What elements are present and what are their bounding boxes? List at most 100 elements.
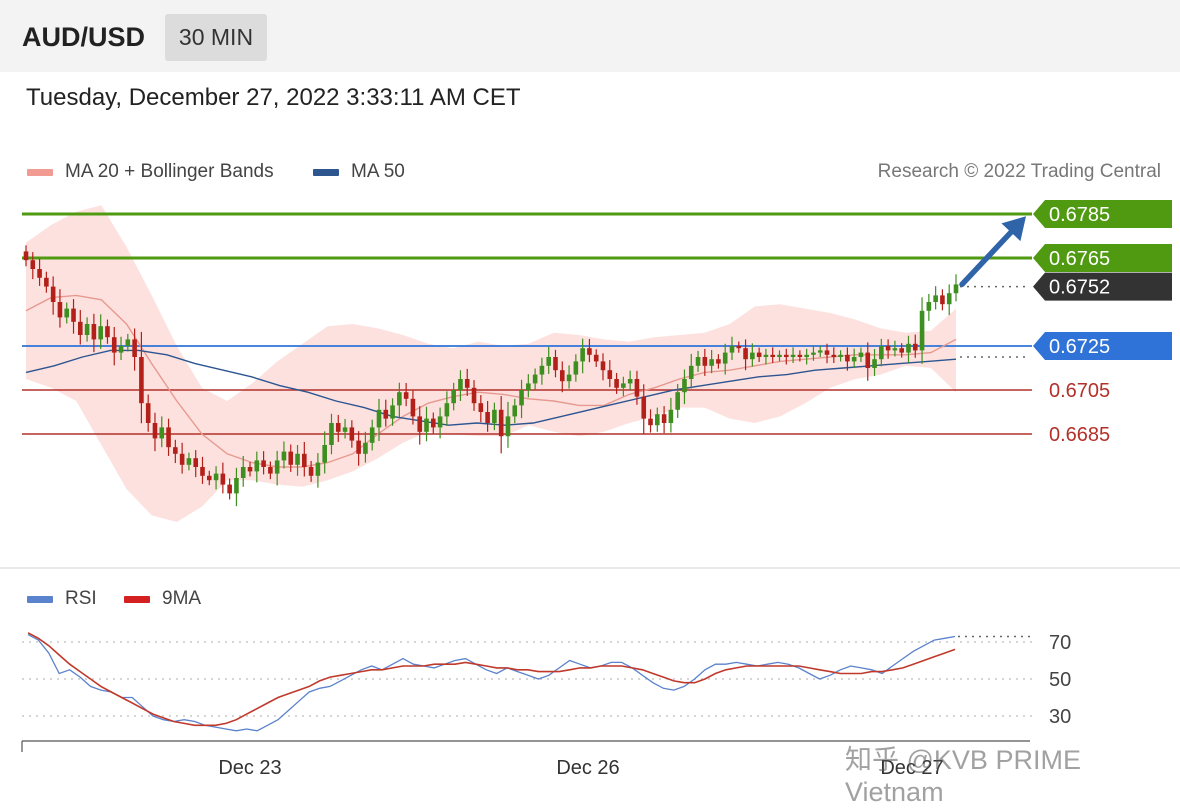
candle-body: [234, 478, 239, 494]
candle-body: [492, 409, 497, 423]
candle-body: [410, 398, 416, 417]
ma20-swatch: [27, 168, 53, 176]
candle-body: [946, 293, 952, 305]
candle-body: [526, 383, 531, 390]
candle-body: [152, 423, 158, 439]
candle-body: [105, 326, 110, 338]
candle-body: [308, 467, 314, 476]
candle-body: [729, 346, 735, 353]
candle-body: [369, 427, 375, 443]
candle-body: [173, 447, 178, 454]
level-tag-0.6785: [1033, 200, 1172, 228]
candle-body: [403, 392, 409, 399]
candle-body: [30, 260, 36, 269]
rsi-ma-swatch: [124, 595, 150, 603]
forecast-arrow-head: [1001, 216, 1026, 242]
level-label-0.6705: 0.6705: [1049, 380, 1110, 402]
x-axis-label-1: Dec 26: [556, 757, 619, 779]
level-label-0.6785: 0.6785: [1049, 204, 1110, 226]
candle-body: [200, 467, 205, 476]
candle-body: [390, 405, 395, 419]
candle-body: [179, 453, 185, 465]
candle-body: [71, 308, 76, 322]
level-label-0.6752: 0.6752: [1049, 277, 1110, 299]
candle-body: [471, 387, 477, 404]
candle-body: [906, 343, 911, 353]
candle-body: [688, 365, 694, 379]
candle-body: [675, 392, 680, 410]
candle-body: [546, 357, 552, 366]
x-axis-label-2: Dec 27: [880, 757, 943, 779]
candle-body: [811, 352, 816, 355]
candle-body: [274, 460, 280, 474]
candle-body: [349, 427, 355, 441]
candle-body: [145, 403, 151, 423]
candle-body: [573, 361, 579, 375]
candle-body: [288, 451, 294, 465]
rsi-line: [27, 634, 956, 732]
candle-body: [648, 418, 653, 426]
legend-rsi: RSI: [27, 588, 97, 610]
candle-body: [851, 357, 857, 362]
candle-body: [933, 295, 938, 302]
candle-body: [125, 339, 131, 346]
candle-body: [383, 409, 389, 419]
candle-body: [607, 370, 613, 379]
candle-body: [295, 453, 300, 465]
candle-body: [498, 409, 504, 437]
candle-body: [512, 405, 518, 417]
candle-body: [254, 460, 260, 472]
candle-body: [451, 390, 456, 404]
candle-body: [940, 295, 945, 305]
candle-body: [322, 445, 327, 463]
candle-body: [193, 458, 199, 467]
candle-body: [621, 383, 626, 388]
candle-body: [91, 324, 97, 340]
level-label-0.6725: 0.6725: [1049, 336, 1110, 358]
ma20-line: [25, 294, 957, 468]
candle-body: [926, 302, 932, 311]
candle-body: [363, 442, 368, 454]
candle-body: [838, 354, 843, 357]
candle-body: [166, 427, 171, 448]
candle-body: [600, 361, 606, 371]
candle-body: [84, 324, 90, 335]
candle-body: [342, 427, 348, 432]
candle-body: [566, 374, 572, 382]
forecast-arrow-shaft: [959, 229, 1014, 288]
legend-ma50: MA 50: [313, 161, 405, 183]
candle-body: [464, 379, 470, 388]
candle-body: [458, 379, 463, 390]
candle-body: [783, 354, 789, 357]
candle-body: [641, 396, 647, 419]
candle-body: [777, 354, 782, 357]
candle-body: [213, 473, 219, 481]
candle-body: [302, 453, 307, 467]
candle-body: [356, 440, 361, 454]
candle-body: [159, 427, 165, 439]
ma50-swatch: [313, 168, 339, 176]
candle-body: [57, 302, 63, 318]
rsi-9ma-line: [27, 632, 956, 727]
candle-body: [139, 357, 144, 404]
candle-body: [750, 352, 755, 360]
candle-body: [78, 321, 83, 335]
rsi-swatch: [27, 595, 53, 603]
candle-body: [261, 460, 266, 467]
x-axis-label-0: Dec 23: [218, 757, 281, 779]
level-label-0.6685: 0.6685: [1049, 424, 1110, 446]
candle-body: [240, 467, 246, 478]
candle-body: [227, 484, 232, 494]
candle-body: [899, 348, 904, 353]
candle-body: [763, 354, 769, 357]
timeframe-badge[interactable]: 30 MIN: [165, 14, 267, 61]
candle-body: [64, 308, 70, 318]
candle-body: [743, 348, 748, 360]
candle-body: [532, 374, 538, 384]
candle-body: [98, 326, 103, 340]
candle-body: [50, 286, 56, 302]
candle-body: [335, 423, 341, 432]
ma50-line: [25, 349, 957, 426]
level-label-0.6765: 0.6765: [1049, 248, 1110, 270]
candle-body: [879, 346, 884, 360]
